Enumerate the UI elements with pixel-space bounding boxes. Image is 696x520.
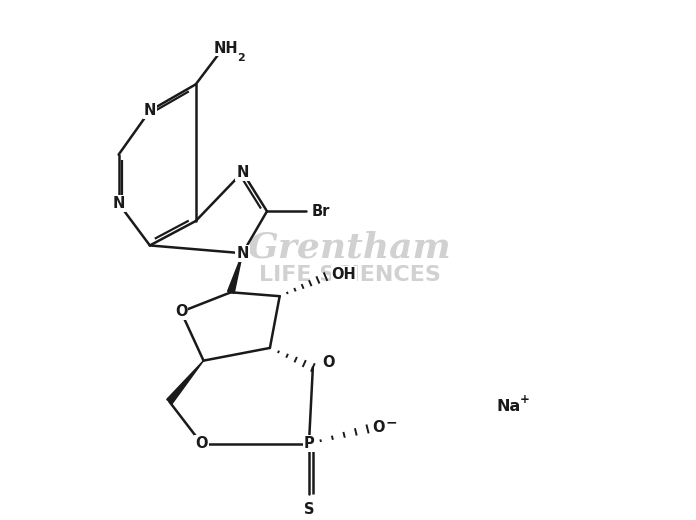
Text: Grentham: Grentham: [248, 230, 452, 264]
Text: 2: 2: [237, 53, 244, 63]
Text: N: N: [113, 196, 125, 211]
Text: −: −: [385, 415, 397, 429]
Text: S: S: [303, 502, 314, 517]
Text: +: +: [520, 393, 530, 406]
Text: O: O: [323, 355, 335, 370]
Text: O: O: [196, 436, 208, 451]
Text: Na: Na: [496, 399, 521, 414]
Polygon shape: [228, 253, 243, 293]
Text: Br: Br: [312, 204, 331, 219]
Text: P: P: [303, 436, 315, 451]
Text: O: O: [175, 304, 187, 319]
Text: N: N: [237, 165, 248, 180]
Text: N: N: [237, 246, 248, 261]
Text: O: O: [372, 420, 385, 435]
Text: NH: NH: [214, 41, 238, 56]
Text: OH: OH: [331, 267, 356, 282]
Polygon shape: [167, 361, 203, 404]
Text: N: N: [143, 103, 156, 118]
Text: LIFE SCIENCES: LIFE SCIENCES: [259, 265, 441, 285]
